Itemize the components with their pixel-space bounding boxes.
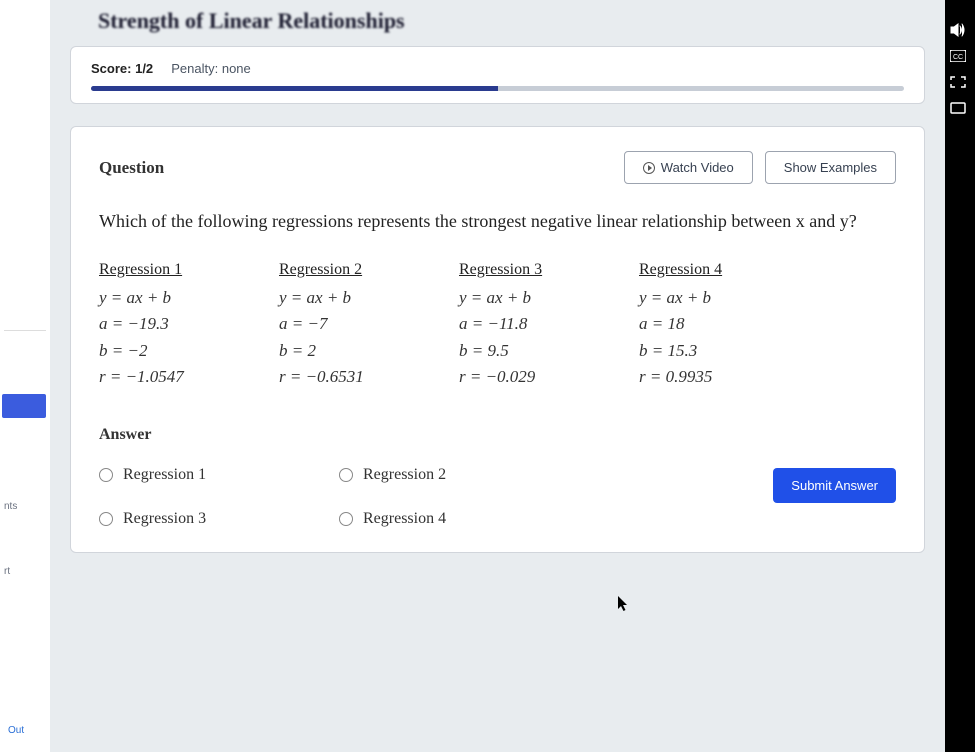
question-text: Which of the following regressions repre… xyxy=(99,208,896,235)
radio-icon xyxy=(339,512,353,526)
option-regression-1[interactable]: Regression 1 xyxy=(99,466,339,484)
answer-options: Regression 1 Regression 2 Regression 3 R… xyxy=(99,466,773,528)
penalty-label: Penalty: xyxy=(171,61,218,76)
main-content: Strength of Linear Relationships Score: … xyxy=(50,0,945,752)
cc-icon[interactable]: CC xyxy=(949,48,967,64)
radio-icon xyxy=(339,468,353,482)
regression-3-r: r = −0.029 xyxy=(459,364,609,390)
regression-4-a: a = 18 xyxy=(639,311,789,337)
regression-1-eq: y = ax + b xyxy=(99,285,249,311)
regression-4-head: Regression 4 xyxy=(639,261,789,279)
submit-answer-button[interactable]: Submit Answer xyxy=(773,468,896,503)
regression-2-head: Regression 2 xyxy=(279,261,429,279)
sidebar-item-nts[interactable]: nts xyxy=(0,495,50,518)
regression-4-eq: y = ax + b xyxy=(639,285,789,311)
sidebar-active-indicator xyxy=(2,394,46,418)
regression-1-b: b = −2 xyxy=(99,338,249,364)
regression-2-b: b = 2 xyxy=(279,338,429,364)
option-regression-4[interactable]: Regression 4 xyxy=(339,510,579,528)
answer-label: Answer xyxy=(99,426,896,444)
regression-2-eq: y = ax + b xyxy=(279,285,429,311)
option-1-label: Regression 1 xyxy=(123,466,206,484)
score-text: Score: 1/2 Penalty: none xyxy=(91,61,904,76)
progress-fill xyxy=(91,86,498,91)
submit-label: Submit Answer xyxy=(791,478,878,493)
show-examples-button[interactable]: Show Examples xyxy=(765,151,896,184)
watch-video-button[interactable]: Watch Video xyxy=(624,151,753,184)
option-regression-2[interactable]: Regression 2 xyxy=(339,466,579,484)
sidebar-item-rt[interactable]: rt xyxy=(0,560,50,583)
regression-2-a: a = −7 xyxy=(279,311,429,337)
score-value: 1/2 xyxy=(135,61,153,76)
page-title: Strength of Linear Relationships xyxy=(70,0,925,46)
regression-1-a: a = −19.3 xyxy=(99,311,249,337)
expand-icon[interactable] xyxy=(949,74,967,90)
penalty-value: none xyxy=(222,61,251,76)
regression-3: Regression 3 y = ax + b a = −11.8 b = 9.… xyxy=(459,261,609,390)
regression-3-b: b = 9.5 xyxy=(459,338,609,364)
watch-video-label: Watch Video xyxy=(661,160,734,175)
show-examples-label: Show Examples xyxy=(784,160,877,175)
speaker-icon[interactable] xyxy=(949,22,967,38)
option-2-label: Regression 2 xyxy=(363,466,446,484)
progress-bar xyxy=(91,86,904,91)
regression-3-head: Regression 3 xyxy=(459,261,609,279)
question-card: Question Watch Video Show Examples Which… xyxy=(70,126,925,553)
radio-icon xyxy=(99,468,113,482)
radio-icon xyxy=(99,512,113,526)
regression-2: Regression 2 y = ax + b a = −7 b = 2 r =… xyxy=(279,261,429,390)
regression-4: Regression 4 y = ax + b a = 18 b = 15.3 … xyxy=(639,261,789,390)
regression-4-b: b = 15.3 xyxy=(639,338,789,364)
regression-3-eq: y = ax + b xyxy=(459,285,609,311)
score-label: Score: xyxy=(91,61,131,76)
svg-text:CC: CC xyxy=(953,54,963,61)
play-icon xyxy=(643,162,655,174)
regressions-row: Regression 1 y = ax + b a = −19.3 b = −2… xyxy=(99,261,896,390)
regression-2-r: r = −0.6531 xyxy=(279,364,429,390)
option-regression-3[interactable]: Regression 3 xyxy=(99,510,339,528)
right-icon-bar: CC xyxy=(949,22,971,126)
score-card: Score: 1/2 Penalty: none xyxy=(70,46,925,104)
sidebar: nts rt Out xyxy=(0,0,50,752)
option-3-label: Regression 3 xyxy=(123,510,206,528)
regression-1-head: Regression 1 xyxy=(99,261,249,279)
settings-icon[interactable] xyxy=(949,100,967,116)
option-4-label: Regression 4 xyxy=(363,510,446,528)
regression-4-r: r = 0.9935 xyxy=(639,364,789,390)
regression-1-r: r = −1.0547 xyxy=(99,364,249,390)
question-label: Question xyxy=(99,158,612,178)
sidebar-item-out[interactable]: Out xyxy=(4,719,28,742)
regression-1: Regression 1 y = ax + b a = −19.3 b = −2… xyxy=(99,261,249,390)
regression-3-a: a = −11.8 xyxy=(459,311,609,337)
